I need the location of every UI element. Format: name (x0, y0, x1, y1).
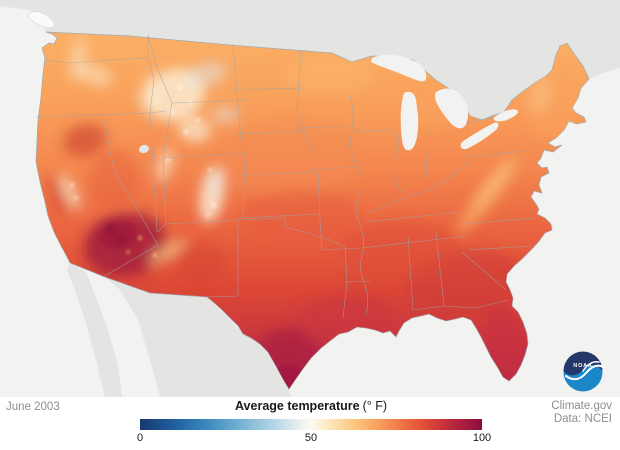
vancouver-island (27, 11, 55, 29)
great-lakes (139, 54, 519, 154)
noaa-gull-icon (565, 364, 604, 381)
noaa-logo: NOAA (563, 351, 604, 392)
legend-tick-100: 100 (472, 432, 492, 444)
credit-data: Data: NCEI (553, 413, 612, 425)
us-temperature-map: NOAA (0, 0, 620, 397)
lake-huron (435, 88, 469, 129)
legend-tick-50: 50 (304, 432, 318, 444)
legend-tick-0: 0 (136, 432, 144, 444)
mexico-baja (67, 263, 122, 397)
mexico-mainland (105, 277, 291, 397)
canada-landmass (0, 0, 620, 120)
great-salt-lake (139, 144, 149, 154)
legend-unit: (° F) (362, 399, 388, 413)
map-area: NOAA (0, 0, 620, 397)
legend-title-text: Average temperature (234, 399, 360, 413)
temperature-legend: Average temperature (° F) 0 50 100 (136, 397, 491, 450)
legend-title: Average temperature (° F) (140, 399, 482, 413)
lake-michigan (400, 91, 419, 151)
state-borders (35, 34, 537, 319)
credits: Climate.gov Data: NCEI (551, 400, 612, 426)
noaa-logo-text: NOAA (573, 363, 592, 369)
credit-source: Climate.gov (551, 400, 612, 412)
lake-erie (460, 122, 499, 150)
lake-superior (371, 54, 427, 82)
footer: June 2003 Average temperature (° F) 0 50 … (0, 397, 620, 450)
lake-ontario (493, 109, 519, 122)
date-label: June 2003 (6, 401, 60, 413)
legend-colorbar (140, 419, 482, 430)
